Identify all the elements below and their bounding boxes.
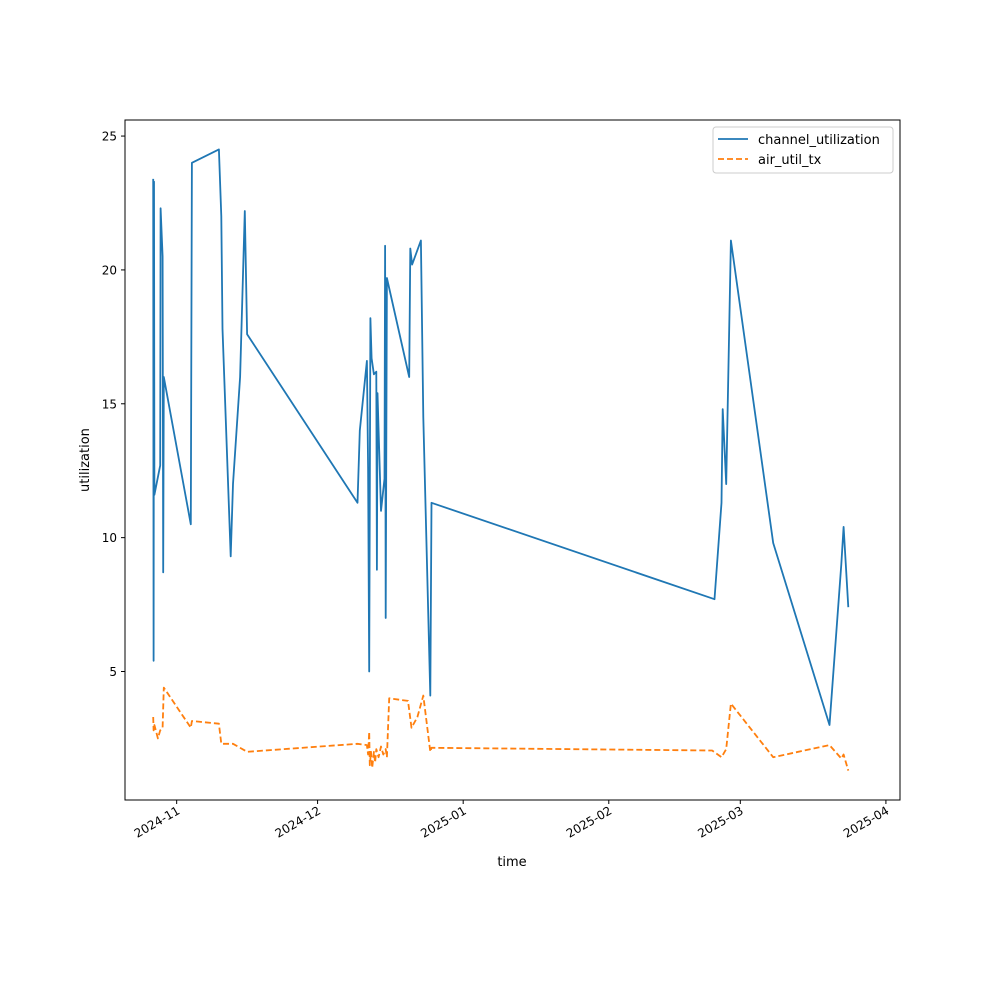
legend-frame <box>712 126 894 174</box>
y-tick-label: 5 <box>109 665 117 679</box>
legend-label-channel-utilization: channel_utilization <box>758 133 880 148</box>
series-line-channel-utilization <box>152 148 850 726</box>
y-tick-label: 25 <box>102 130 117 144</box>
y-axis: 5 10 15 20 25 <box>102 130 125 679</box>
y-tick-label: 15 <box>102 397 117 411</box>
legend-label-air-util-tx: air_util_tx <box>758 153 822 168</box>
legend: channel_utilization air_util_tx <box>712 126 894 174</box>
series-layer <box>152 148 850 771</box>
y-tick-label: 10 <box>102 531 117 545</box>
x-axis-label: time <box>497 855 526 870</box>
plot-frame <box>124 119 901 801</box>
y-axis-label: utilization <box>78 428 93 492</box>
series-line-air-util-tx <box>152 686 850 771</box>
y-tick-label: 20 <box>102 263 117 277</box>
